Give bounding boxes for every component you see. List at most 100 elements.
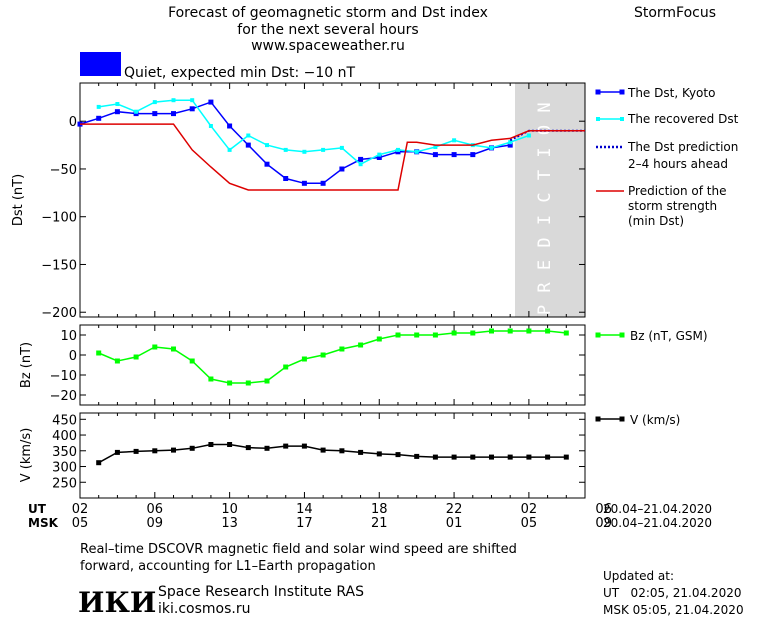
data-point (114, 358, 120, 364)
data-point (358, 156, 364, 162)
data-point (96, 350, 102, 356)
data-point (526, 328, 532, 334)
y-tick-label: −10 (50, 369, 77, 384)
data-point (451, 330, 457, 336)
institute-site: iki.cosmos.ru (158, 601, 250, 617)
data-point (264, 445, 270, 451)
data-point (227, 442, 233, 447)
updated-msk: MSK 05:05, 21.04.2020 (603, 603, 744, 617)
series-line (98, 330, 567, 384)
propagation-note-2: forward, accounting for L1–Earth propaga… (80, 559, 376, 574)
data-point (339, 145, 344, 150)
prediction-letter: I (535, 147, 555, 157)
data-point (189, 358, 195, 364)
data-point (96, 460, 102, 466)
data-point (395, 332, 401, 338)
ut-label: UT (28, 502, 47, 516)
propagation-note-1: Real–time DSCOVR magnetic field and sola… (80, 542, 517, 557)
data-point (283, 443, 289, 449)
ut-tick-label: 02 (521, 502, 538, 517)
data-point (414, 332, 420, 338)
data-point (339, 166, 345, 172)
data-point (545, 328, 551, 334)
legend-marker (596, 117, 600, 121)
quiet-label: Quiet, expected min Dst: −10 nT (124, 65, 356, 81)
legend-storm-label-2: storm strength (628, 199, 717, 213)
chart-title-line1: Forecast of geomagnetic storm and Dst in… (168, 5, 488, 21)
data-point (171, 447, 176, 453)
data-point (507, 454, 513, 460)
data-point (507, 328, 513, 334)
data-point (451, 454, 457, 460)
data-point (414, 149, 419, 154)
ut-tick-label: 14 (296, 502, 313, 517)
data-point (114, 109, 120, 115)
data-point (526, 133, 531, 138)
data-point (563, 454, 569, 460)
data-point (433, 145, 438, 149)
data-point (376, 155, 382, 160)
data-point (301, 356, 307, 362)
msk-tick-label: 05 (72, 516, 89, 531)
series-line (98, 443, 567, 464)
institute-name: Space Research Institute RAS (158, 584, 364, 600)
dst-axis-label: Dst (nT) (11, 174, 26, 226)
data-point (265, 143, 269, 148)
ut-tick-label: 18 (371, 502, 388, 517)
data-point (470, 454, 476, 460)
legend-marker (619, 332, 625, 338)
data-point (526, 454, 532, 460)
iki-logo: ИКИ (78, 586, 156, 619)
legend-storm-label-1: Prediction of the (628, 184, 727, 198)
data-point (321, 147, 326, 152)
data-point (507, 142, 513, 148)
data-point (152, 448, 158, 454)
data-point (171, 98, 176, 103)
legend-recovered-symbol (596, 117, 624, 121)
legend-kyoto-label: The Dst, Kyoto (627, 86, 715, 100)
ut-tick-label: 22 (446, 502, 463, 517)
data-point (246, 133, 251, 138)
data-point (190, 98, 195, 103)
data-point (283, 364, 289, 370)
data-point (508, 140, 513, 145)
y-tick-label: 400 (52, 429, 77, 444)
legend-v-label: V (km/s) (630, 413, 680, 427)
data-point (452, 138, 457, 143)
legend-bz-label: Bz (nT, GSM) (630, 329, 708, 343)
msk-tick-label: 01 (446, 516, 463, 531)
data-point (432, 454, 438, 460)
quiet-indicator (80, 52, 121, 76)
y-tick-label: 0 (69, 115, 77, 130)
data-point (227, 380, 233, 386)
prediction-band (515, 83, 585, 317)
data-point (489, 145, 494, 150)
msk-tick-label: 05 (521, 516, 538, 531)
legend-marker (595, 416, 601, 422)
data-point (470, 152, 476, 158)
source-url: www.spaceweather.ru (251, 38, 405, 54)
dst-frame (79, 82, 586, 318)
legend-marker (595, 332, 601, 338)
y-tick-label: 350 (52, 445, 77, 460)
msk-tick-label: 17 (296, 516, 313, 531)
prediction-letter: N (535, 102, 555, 112)
y-tick-label: 250 (52, 476, 77, 491)
data-point (395, 452, 401, 458)
prediction-letter: C (535, 192, 555, 202)
data-point (432, 152, 438, 158)
data-point (245, 142, 251, 148)
ut-tick-label: 02 (72, 502, 89, 517)
data-point (227, 123, 233, 129)
bz-frame (79, 324, 586, 406)
data-point (115, 102, 120, 106)
ut-tick-label: 06 (595, 502, 612, 517)
data-point (545, 454, 551, 460)
data-point (189, 445, 195, 451)
v-axis-label: V (km/s) (19, 428, 34, 483)
msk-tick-label: 21 (371, 516, 388, 531)
data-point (376, 451, 382, 457)
legend-bz-symbol (595, 332, 625, 338)
data-point (96, 115, 102, 121)
